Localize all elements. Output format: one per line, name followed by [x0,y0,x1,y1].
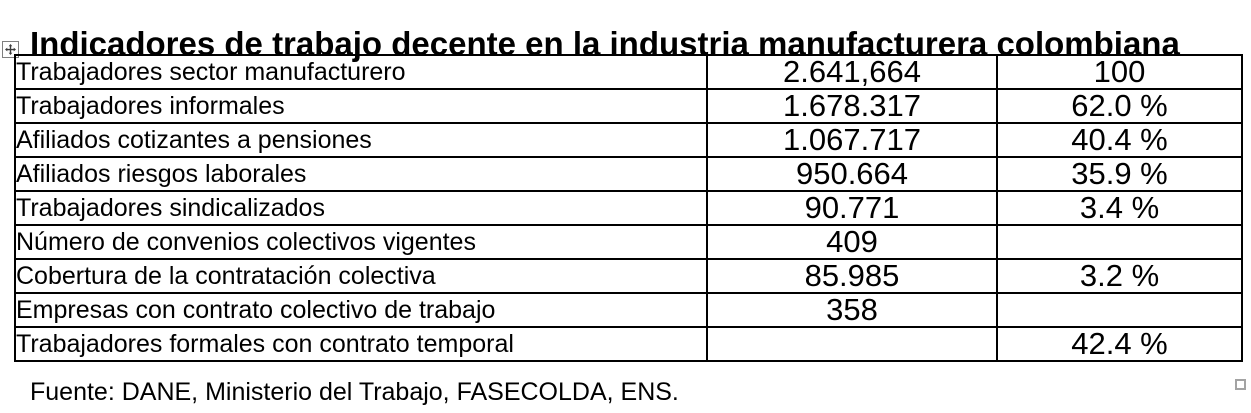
table-row: Empresas con contrato colectivo de traba… [14,292,1243,328]
indicator-label[interactable]: Afiliados riesgos laborales [14,156,708,192]
indicator-value[interactable]: 1.067.717 [706,122,998,158]
indicator-label[interactable]: Trabajadores sector manufacturero [14,54,708,90]
indicator-label[interactable]: Afiliados cotizantes a pensiones [14,122,708,158]
table-row: Trabajadores sindicalizados 90.771 3.4 % [14,190,1243,226]
indicator-percent[interactable]: 3.2 % [996,258,1243,294]
indicator-value[interactable] [706,326,998,362]
indicator-percent[interactable]: 62.0 % [996,88,1243,124]
indicator-value[interactable]: 409 [706,224,998,260]
table-row: Cobertura de la contratación colectiva 8… [14,258,1243,294]
indicator-value[interactable]: 85.985 [706,258,998,294]
table-row: Número de convenios colectivos vigentes … [14,224,1243,260]
indicator-percent[interactable]: 42.4 % [996,326,1243,362]
move-arrows-icon [5,44,16,55]
indicator-label[interactable]: Empresas con contrato colectivo de traba… [14,292,708,328]
indicator-label[interactable]: Trabajadores sindicalizados [14,190,708,226]
indicator-percent[interactable]: 3.4 % [996,190,1243,226]
indicator-percent[interactable]: 40.4 % [996,122,1243,158]
indicator-percent[interactable]: 35.9 % [996,156,1243,192]
table-row: Trabajadores informales 1.678.317 62.0 % [14,88,1243,124]
indicator-value[interactable]: 90.771 [706,190,998,226]
table-row: Trabajadores sector manufacturero 2.641,… [14,54,1243,90]
indicator-label[interactable]: Trabajadores formales con contrato tempo… [14,326,708,362]
indicator-percent[interactable] [996,224,1243,260]
indicator-label[interactable]: Cobertura de la contratación colectiva [14,258,708,294]
indicator-value[interactable]: 950.664 [706,156,998,192]
table-resize-handle-icon[interactable] [1235,379,1246,390]
indicator-label[interactable]: Número de convenios colectivos vigentes [14,224,708,260]
indicator-value[interactable]: 1.678.317 [706,88,998,124]
table-row: Afiliados cotizantes a pensiones 1.067.7… [14,122,1243,158]
indicator-percent[interactable]: 100 [996,54,1243,90]
indicator-value[interactable]: 358 [706,292,998,328]
table-row: Trabajadores formales con contrato tempo… [14,326,1243,362]
indicator-label[interactable]: Trabajadores informales [14,88,708,124]
source-note: Fuente: DANE, Ministerio del Trabajo, FA… [30,378,679,406]
indicators-table: Trabajadores sector manufacturero 2.641,… [14,54,1243,362]
table-move-handle[interactable] [2,41,19,58]
indicator-percent[interactable] [996,292,1243,328]
table-row: Afiliados riesgos laborales 950.664 35.9… [14,156,1243,192]
indicator-value[interactable]: 2.641,664 [706,54,998,90]
